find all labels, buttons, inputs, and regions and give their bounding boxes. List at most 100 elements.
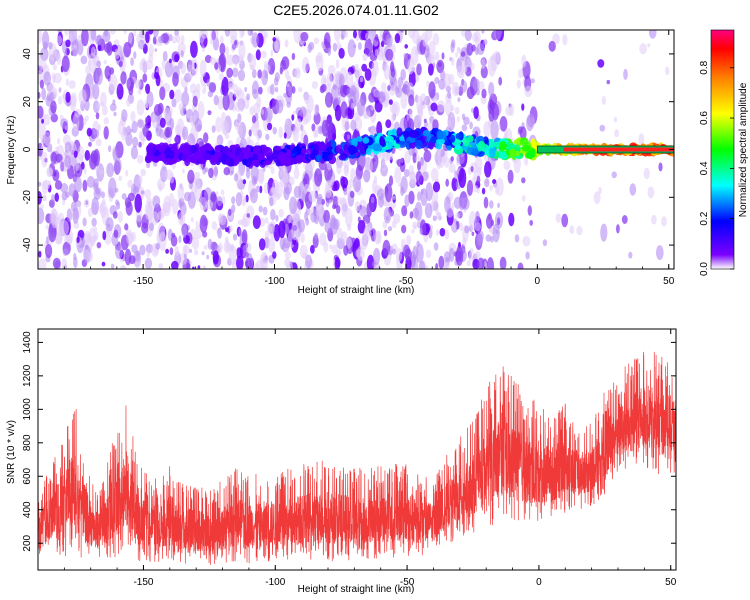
noise-blob <box>52 63 57 71</box>
noise-blob <box>484 178 490 188</box>
noise-blob <box>499 256 507 269</box>
noise-blob <box>242 179 247 185</box>
noise-blob <box>341 133 345 137</box>
noise-blob <box>433 242 439 251</box>
noise-blob <box>507 169 514 184</box>
noise-blob <box>376 121 383 137</box>
noise-blob <box>214 62 219 70</box>
spec-y-tick-label: -40 <box>22 237 33 252</box>
noise-blob <box>422 171 429 182</box>
noise-blob <box>153 104 163 116</box>
noise-blob <box>145 161 151 169</box>
noise-blob <box>74 38 79 46</box>
noise-blob <box>52 257 61 269</box>
noise-blob <box>288 216 292 224</box>
noise-blob <box>70 92 77 107</box>
noise-blob <box>352 30 358 39</box>
spec-x-tick-label: -100 <box>265 276 285 287</box>
noise-blob <box>438 255 445 269</box>
noise-blob <box>400 176 408 194</box>
noise-blob <box>186 117 190 123</box>
noise-blob <box>180 62 186 75</box>
noise-blob <box>279 66 283 75</box>
noise-blob <box>385 48 394 61</box>
noise-blob <box>82 217 87 227</box>
noise-blob <box>286 83 290 88</box>
noise-blob <box>481 30 485 34</box>
noise-blob <box>246 93 251 101</box>
snr-frame <box>37 328 677 571</box>
noise-blob <box>241 198 247 207</box>
noise-blob <box>101 261 106 267</box>
noise-blob <box>255 49 261 61</box>
noise-blob <box>432 181 441 193</box>
noise-blob <box>291 52 296 61</box>
noise-blob <box>265 133 270 141</box>
spec-x-tick-label: -150 <box>133 276 153 287</box>
noise-blob <box>205 199 214 210</box>
noise-blob <box>388 249 393 256</box>
noise-blob <box>245 257 252 269</box>
noise-blob <box>96 60 102 68</box>
noise-blob <box>123 41 132 58</box>
noise-blob <box>192 266 195 269</box>
noise-blob <box>493 30 502 40</box>
noise-blob <box>371 60 379 77</box>
noise-blob <box>428 63 434 76</box>
noise-blob <box>270 166 275 175</box>
noise-blob <box>213 95 219 106</box>
ridge-blob <box>251 159 260 166</box>
noise-blob <box>199 59 207 78</box>
ridge-blob <box>301 147 307 155</box>
noise-blob <box>464 65 468 73</box>
noise-blob <box>177 42 186 56</box>
noise-blob <box>233 173 239 182</box>
noise-blob <box>353 112 359 123</box>
noise-blob <box>246 213 250 218</box>
noise-blob <box>65 78 70 87</box>
noise-blob <box>49 91 54 103</box>
noise-blob <box>155 74 161 87</box>
noise-blob <box>95 35 102 46</box>
noise-blob <box>117 85 121 91</box>
noise-blob <box>521 103 525 111</box>
noise-blob <box>274 41 279 52</box>
noise-blob <box>315 52 324 72</box>
noise-blob <box>278 220 286 239</box>
noise-blob <box>45 243 53 259</box>
spectrogram-x-label: Height of straight line (km) <box>298 285 415 296</box>
noise-blob <box>600 223 608 242</box>
noise-blob <box>362 169 371 183</box>
snr-plot <box>38 351 676 565</box>
noise-blob <box>72 48 78 57</box>
noise-blob <box>90 235 95 245</box>
noise-blob <box>629 183 637 196</box>
noise-blob <box>343 245 349 256</box>
noise-blob <box>418 260 426 269</box>
noise-blob <box>336 96 341 105</box>
noise-blob <box>117 211 124 223</box>
ridge-blob <box>204 145 214 152</box>
noise-blob <box>323 77 327 84</box>
noise-blob <box>365 106 370 113</box>
noise-blob <box>283 132 287 139</box>
noise-blob <box>64 30 69 37</box>
spec-x-tick-label: -50 <box>399 276 414 287</box>
noise-blob <box>510 137 515 143</box>
ridge-blob <box>286 149 293 157</box>
noise-blob <box>395 248 403 263</box>
snr-x-tick-label: 50 <box>665 577 677 588</box>
noise-blob <box>272 37 277 42</box>
noise-blob <box>472 78 480 92</box>
noise-blob <box>114 157 122 174</box>
noise-blob <box>333 218 340 230</box>
noise-blob <box>286 101 292 108</box>
noise-blob <box>228 245 238 266</box>
noise-blob <box>316 205 325 217</box>
noise-blob <box>77 145 85 162</box>
noise-blob <box>86 127 92 137</box>
noise-blob <box>234 40 238 46</box>
noise-blob <box>62 248 69 256</box>
noise-blob <box>490 235 494 243</box>
noise-blob <box>378 195 384 208</box>
